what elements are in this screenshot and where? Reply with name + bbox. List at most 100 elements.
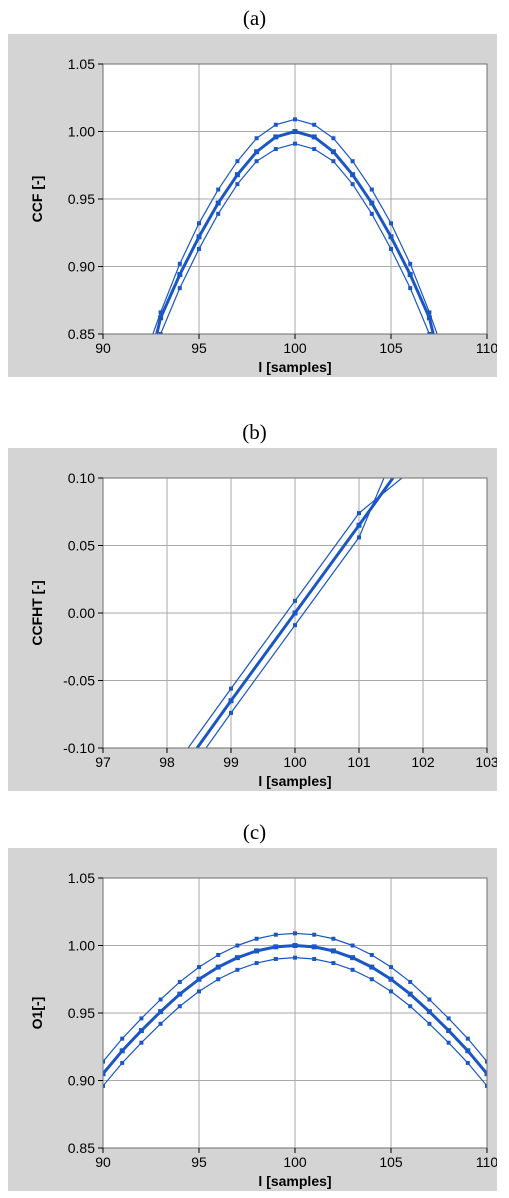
data-point <box>331 936 336 941</box>
data-point <box>273 932 278 937</box>
data-point <box>407 272 413 278</box>
data-point <box>254 149 260 155</box>
data-point <box>229 686 233 691</box>
data-point <box>158 310 163 315</box>
chart-panel-c: 0.85 0.90 0.95 1.00 1.05 90 95 100 105 110 l [samp… <box>8 848 497 1191</box>
x-axis-label: l [samples] <box>258 773 331 789</box>
data-point <box>465 1048 471 1054</box>
data-point <box>197 989 201 994</box>
data-point <box>330 948 336 954</box>
data-point <box>158 1009 164 1015</box>
x-tick-label: 95 <box>191 340 207 356</box>
data-point <box>158 997 163 1002</box>
y-tick-label: 1.00 <box>68 124 95 140</box>
data-point <box>485 1059 487 1064</box>
data-point <box>369 977 374 982</box>
x-tick-label: 98 <box>159 754 175 770</box>
data-point <box>292 129 298 134</box>
x-tick-label: 103 <box>475 754 497 770</box>
data-point <box>273 134 279 140</box>
data-point <box>369 952 374 957</box>
data-point <box>177 272 183 278</box>
data-point <box>177 1004 182 1009</box>
data-point <box>350 967 355 972</box>
y-tick-label: 0.90 <box>68 259 95 275</box>
data-point <box>158 1021 163 1026</box>
data-point <box>330 149 336 155</box>
caption-c: (c) <box>242 820 267 844</box>
data-point <box>407 991 413 997</box>
x-tick-label: 100 <box>283 1154 307 1170</box>
data-point <box>235 182 240 187</box>
data-point <box>177 979 182 984</box>
data-point <box>254 136 259 141</box>
data-point <box>103 1059 105 1064</box>
data-point <box>331 136 336 141</box>
data-point <box>177 286 182 291</box>
data-point <box>389 221 393 226</box>
data-point <box>369 187 374 192</box>
data-point <box>254 159 259 164</box>
data-point <box>446 1016 451 1021</box>
data-point <box>120 1060 125 1065</box>
data-point <box>408 286 413 291</box>
x-tick-label: 105 <box>379 340 403 356</box>
data-point <box>369 964 375 970</box>
data-point <box>427 1021 432 1026</box>
data-point <box>292 610 298 616</box>
data-point <box>158 332 163 334</box>
data-point <box>484 1071 487 1077</box>
data-point <box>215 200 221 206</box>
data-point <box>197 246 201 251</box>
x-tick-label: 100 <box>283 754 307 770</box>
y-axis-label: CCFHT [-] <box>29 580 45 645</box>
data-point <box>177 261 182 266</box>
data-point <box>273 944 279 950</box>
data-point <box>235 159 240 164</box>
data-point <box>427 310 432 315</box>
data-point <box>388 976 394 982</box>
data-point <box>465 1036 470 1041</box>
data-point <box>389 989 393 994</box>
y-tick-label: 0.85 <box>68 326 95 342</box>
data-point <box>234 172 240 178</box>
data-point <box>254 936 259 941</box>
data-point <box>389 246 393 251</box>
y-axis-label: O1[-] <box>29 997 45 1030</box>
x-tick-label: 110 <box>476 340 497 356</box>
x-tick-label: 90 <box>95 1154 111 1170</box>
data-point <box>312 932 317 937</box>
y-tick-label: 0.85 <box>68 1140 95 1156</box>
data-point <box>389 965 393 970</box>
data-point <box>197 965 201 970</box>
data-point <box>103 1071 106 1077</box>
data-point <box>408 261 413 266</box>
data-point <box>446 1028 452 1034</box>
data-point <box>357 535 361 540</box>
data-point <box>312 122 317 127</box>
chart-c: 0.85 0.90 0.95 1.00 1.05 90 95 100 105 110 l [samp… <box>29 870 497 1189</box>
data-point <box>312 147 317 152</box>
data-point <box>350 943 355 948</box>
y-tick-label: 0.10 <box>68 470 95 486</box>
y-tick-label: -0.10 <box>63 740 95 756</box>
data-point <box>293 117 297 122</box>
y-tick-label: 1.05 <box>68 870 95 886</box>
data-point <box>311 944 317 950</box>
data-point <box>216 187 221 192</box>
data-point <box>388 234 394 240</box>
x-tick-label: 101 <box>347 754 371 770</box>
data-point <box>465 1060 470 1065</box>
y-tick-label: 0.00 <box>68 605 95 621</box>
data-point <box>293 931 297 936</box>
data-point <box>331 159 336 164</box>
data-point <box>356 522 362 528</box>
data-point <box>138 1028 144 1034</box>
x-tick-label: 105 <box>379 1154 403 1170</box>
x-tick-label: 99 <box>223 754 239 770</box>
data-point <box>426 315 432 321</box>
data-point <box>292 943 298 948</box>
data-point <box>485 1083 487 1088</box>
data-point <box>446 1040 451 1045</box>
data-point <box>254 961 259 966</box>
